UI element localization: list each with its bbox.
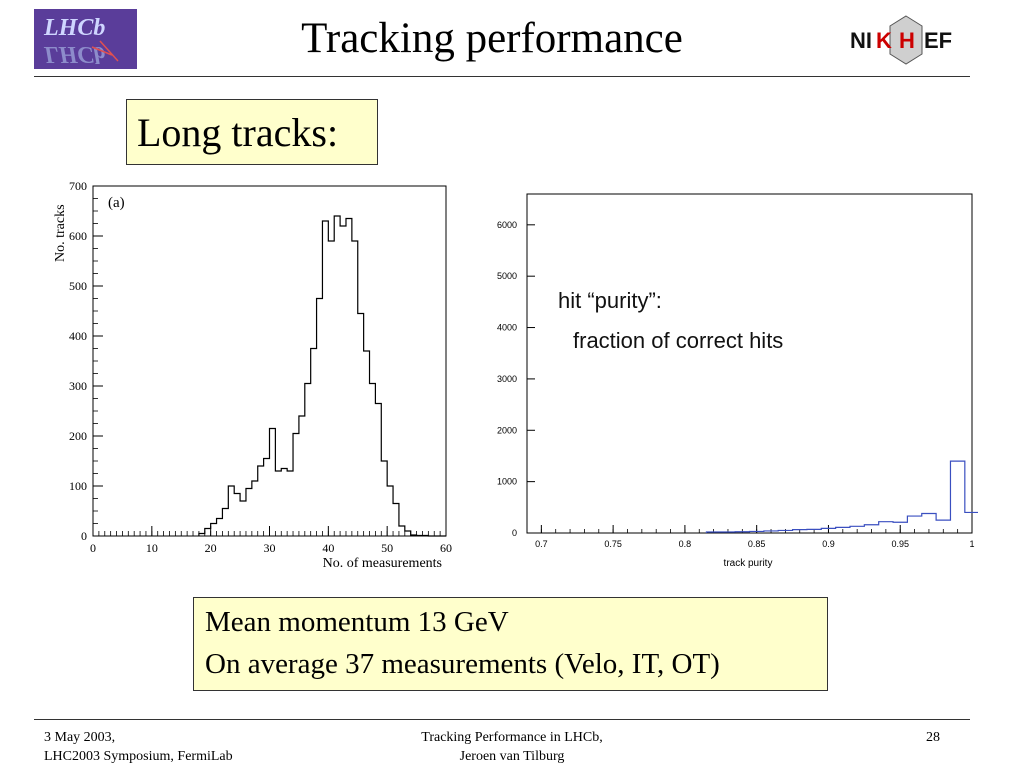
footer-talk-title: Tracking Performance in LHCb, <box>421 730 603 745</box>
footer-event: LHC2003 Symposium, FermiLab <box>44 749 233 764</box>
x-tick-label: 30 <box>264 541 276 555</box>
y-tick-label: 600 <box>69 229 87 243</box>
x-tick-label: 0.8 <box>679 539 692 549</box>
x-tick-label: 0.95 <box>891 539 909 549</box>
measurements-histogram: 0 100 200 300 400 500 600 700 0 10 20 30 40 50 60 (a)… <box>53 180 452 571</box>
info-line: On average 37 measurements (Velo, IT, OT… <box>205 648 720 680</box>
footer-divider <box>34 719 970 720</box>
svg-text:NI: NI <box>850 28 872 53</box>
section-label-box <box>126 99 378 165</box>
y-axis-label: No. tracks <box>53 204 68 262</box>
y-tick-label: 3000 <box>497 374 517 384</box>
footer-date: 3 May 2003, <box>44 730 116 745</box>
x-tick-label: 20 <box>205 541 217 555</box>
x-tick-label: 40 <box>322 541 334 555</box>
title-divider <box>34 76 970 77</box>
footer-author: Jeroen van Tilburg <box>459 749 565 764</box>
lhcb-logo: LHCb LHCb <box>34 9 137 69</box>
svg-text:K: K <box>876 28 892 53</box>
y-tick-label: 6000 <box>497 220 517 230</box>
svg-text:LHCb: LHCb <box>43 41 105 67</box>
y-tick-label: 300 <box>69 379 87 393</box>
annotation-text: fraction of correct hits <box>573 328 783 353</box>
x-tick-label: 0.85 <box>748 539 766 549</box>
y-tick-label: 1000 <box>497 477 517 487</box>
x-axis-label: No. of measurements <box>323 556 442 571</box>
plot-frame <box>92 185 447 537</box>
x-tick-label: 1 <box>969 539 974 549</box>
annotation-title: hit “purity”: <box>558 288 662 313</box>
slide-title: Tracking performance <box>301 15 683 62</box>
x-tick-label: 0.9 <box>822 539 835 549</box>
purity-histogram: 0 1000 2000 3000 4000 5000 6000 0.7 0.75 0.8 0.85… <box>497 193 978 569</box>
y-tick-label: 0 <box>81 529 87 543</box>
x-tick-label: 50 <box>381 541 393 555</box>
x-tick-label: 0 <box>90 541 96 555</box>
svg-text:LHCb: LHCb <box>43 15 105 41</box>
y-tick-label: 5000 <box>497 271 517 281</box>
y-tick-label: 4000 <box>497 323 517 333</box>
svg-text:H: H <box>899 28 915 53</box>
svg-text:EF: EF <box>924 28 952 53</box>
x-tick-label: 0.75 <box>604 539 622 549</box>
info-box <box>193 597 828 691</box>
y-tick-label: 500 <box>69 279 87 293</box>
panel-label: (a) <box>108 195 125 211</box>
histogram-line <box>198 215 446 537</box>
info-line: Mean momentum 13 GeV <box>205 606 509 638</box>
nikhef-logo: NI K H EF <box>846 14 974 66</box>
x-axis-label: track purity <box>724 558 773 569</box>
x-tick-label: 10 <box>146 541 158 555</box>
plot-frame <box>526 193 973 534</box>
x-tick-label: 0.7 <box>535 539 548 549</box>
y-tick-label: 200 <box>69 429 87 443</box>
y-tick-label: 2000 <box>497 425 517 435</box>
y-tick-label: 0 <box>512 528 517 538</box>
x-tick-label: 60 <box>440 541 452 555</box>
page-number: 28 <box>926 730 940 745</box>
y-tick-label: 700 <box>69 180 87 193</box>
histogram-line <box>705 460 978 533</box>
section-label: Long tracks: <box>137 110 339 155</box>
y-tick-label: 100 <box>69 479 87 493</box>
y-tick-label: 400 <box>69 329 87 343</box>
